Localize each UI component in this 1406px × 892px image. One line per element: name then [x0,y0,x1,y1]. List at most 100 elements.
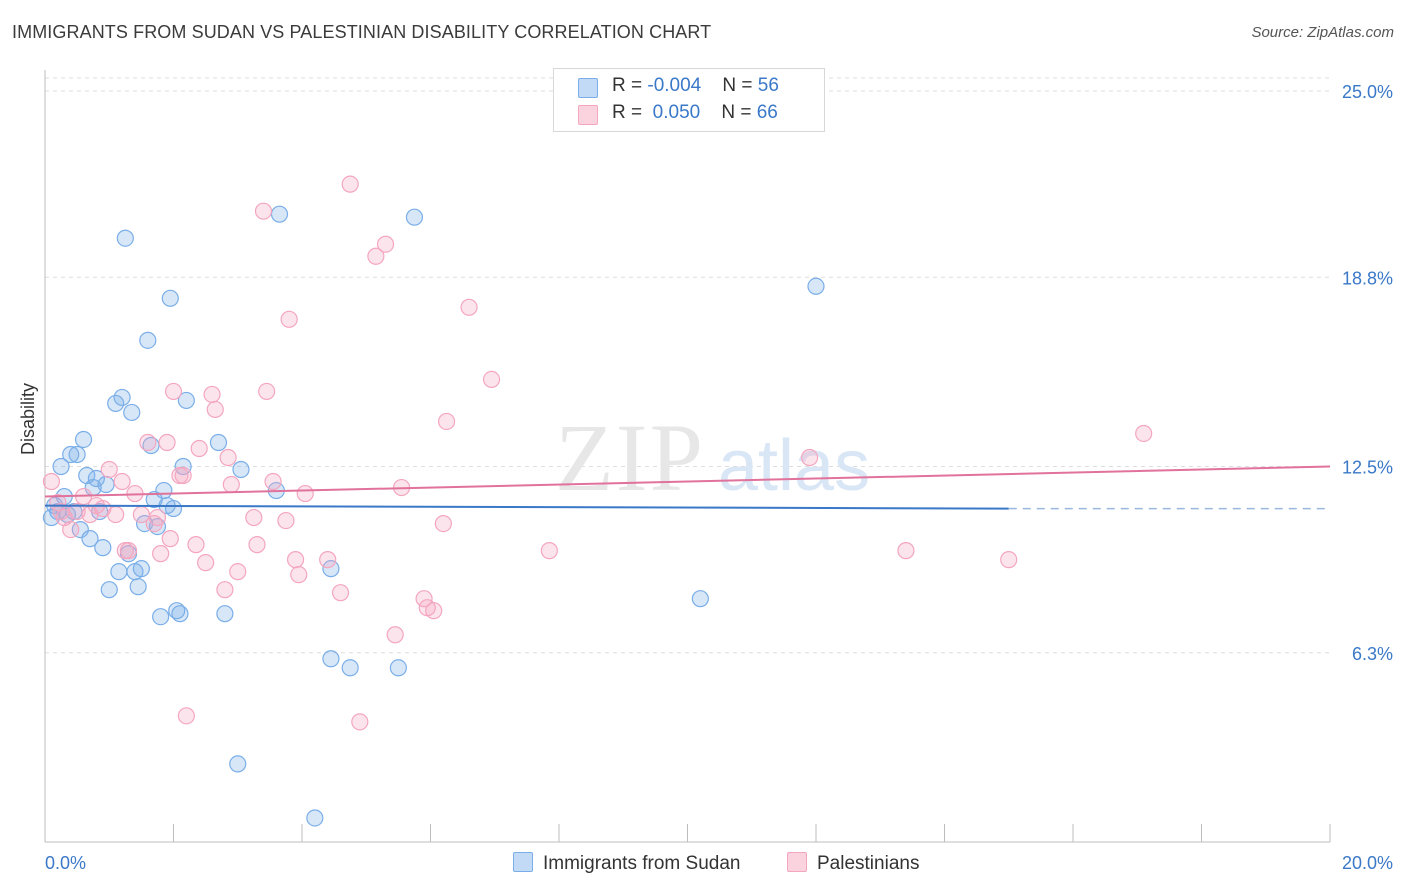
point-sudan [322,560,340,578]
point-palestinians [164,382,183,401]
legend-n-label: N = [722,75,758,96]
point-palestinians [277,511,295,530]
point-sudan [132,560,150,578]
point-palestinians [800,448,819,467]
point-palestinians [286,551,305,569]
point-palestinians [897,542,915,560]
point-sudan [155,481,173,500]
point-palestinians [434,514,452,533]
point-palestinians [161,530,179,548]
y-tick-label: 18.8% [1342,268,1393,288]
point-palestinians [296,484,314,503]
point-palestinians [280,310,298,328]
tick-labels: 6.3% 12.5% 18.8% 25.0% 0.0% 20.0% [45,82,1393,873]
legend-n-value: 66 [756,102,778,123]
point-palestinians [415,590,433,608]
source-label: Source: ZipAtlas.com [1251,24,1394,41]
point-palestinians [100,460,118,479]
watermark-zip: ZIP [555,404,705,511]
point-sudan [113,388,131,407]
y-tick-label: 6.3% [1352,644,1393,664]
trend-line-palestinians [44,465,1331,498]
point-sudan [97,475,115,494]
point-sudan [148,517,167,536]
point-palestinians [351,713,369,731]
legend-n-label: N = [721,102,757,123]
watermark: ZIP atlas [555,404,870,511]
point-palestinians [107,505,125,524]
point-sudan [94,539,112,557]
point-sudan [389,659,407,677]
bottom-legend-label-palestinians: Palestinians [817,853,920,874]
point-palestinians [229,563,247,581]
point-sudan [161,289,179,307]
point-palestinians [264,472,282,491]
point-sudan [232,460,250,479]
legend-r-label: R = [612,75,648,96]
point-palestinians [113,472,131,491]
point-sudan [216,605,234,623]
stats-legend: R = -0.004 N = 56 R = 0.050 N = 66 [553,68,825,132]
trend-lines [44,465,1331,510]
point-palestinians [460,298,478,316]
point-palestinians [152,545,170,563]
legend-swatch-palestinians [578,105,598,125]
point-palestinians [258,382,276,401]
y-axis-label: Disability [18,382,38,455]
point-palestinians [540,542,558,560]
point-palestinians [245,508,263,527]
point-palestinians [139,433,157,452]
point-sudan [142,436,160,455]
point-palestinians [437,412,456,431]
point-palestinians [367,247,385,265]
point-palestinians [206,400,224,419]
point-palestinians [331,584,350,602]
point-palestinians [386,626,404,644]
x-tick-label: 0.0% [45,853,86,873]
point-palestinians [187,536,205,554]
bottom-legend-sudan: Immigrants from Sudan [513,852,740,875]
point-sudan [123,403,141,422]
point-sudan [107,394,125,413]
point-palestinians [222,475,240,494]
point-palestinians [216,581,234,599]
point-sudan [405,208,424,226]
bottom-legend-label-sudan: Immigrants from Sudan [543,853,741,874]
point-sudan [691,590,709,608]
legend-r-value: -0.004 [647,75,702,96]
legend-r-value: 0.050 [647,102,701,123]
point-sudan [171,605,189,623]
point-palestinians [52,502,70,521]
point-sudan [168,602,186,620]
point-palestinians [190,439,208,458]
point-palestinians [42,472,61,491]
point-sudan [322,650,340,668]
watermark-atlas: atlas [718,426,870,506]
point-sudan [81,530,99,548]
point-sudan [68,445,86,464]
point-sudan [341,659,359,677]
legend-swatch-sudan [578,78,598,98]
point-palestinians [482,370,501,389]
point-sudan [177,391,195,410]
point-palestinians [174,466,192,485]
point-palestinians [1000,551,1018,569]
point-palestinians [197,554,215,572]
point-sudan [52,457,70,476]
point-sudan [229,755,247,773]
chart-title: IMMIGRANTS FROM SUDAN VS PALESTINIAN DIS… [12,22,712,42]
bottom-legend-swatch-sudan [513,852,533,872]
point-sudan [74,430,93,449]
y-tick-label: 12.5% [1342,458,1393,478]
point-sudan [100,581,118,599]
point-palestinians [376,235,395,253]
point-sudan [174,457,192,476]
point-sudan [110,563,128,581]
axes [44,70,1331,843]
point-palestinians [290,566,308,584]
point-sudan [116,229,134,247]
point-sudan [306,809,324,827]
point-sudan [164,499,183,518]
point-sudan [807,277,825,295]
